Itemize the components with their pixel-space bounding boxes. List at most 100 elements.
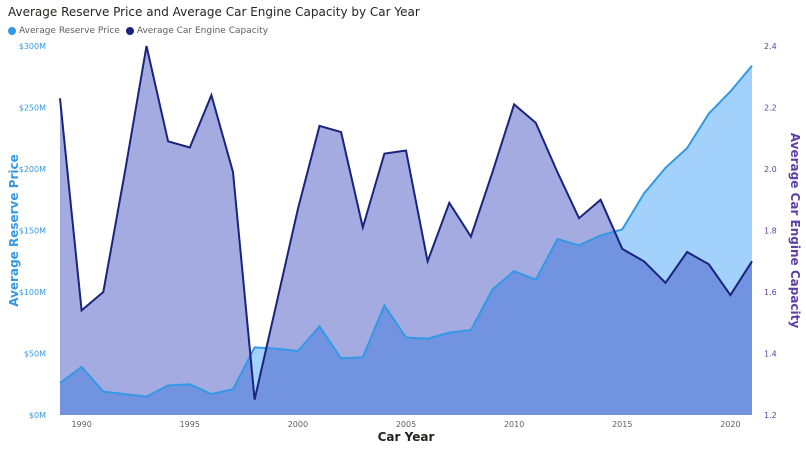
y2-tick-label: 2.2 [764, 104, 777, 113]
x-tick-label: 2000 [288, 420, 308, 429]
data-point-engine-capacity [101, 290, 105, 294]
y2-tick-label: 1.6 [764, 288, 777, 297]
data-point-reserve-price [685, 146, 689, 150]
series-area-engine-capacity [60, 46, 752, 415]
data-point-engine-capacity [404, 149, 408, 153]
data-point-reserve-price [231, 387, 235, 391]
data-point-reserve-price [555, 237, 559, 241]
x-tick-label: 2020 [720, 420, 740, 429]
data-point-engine-capacity [58, 96, 62, 100]
y-axis-title: Average Reserve Price [7, 154, 21, 307]
data-point-reserve-price [188, 382, 192, 386]
x-tick-label: 2005 [396, 420, 416, 429]
x-axis-title: Car Year [378, 430, 435, 444]
x-tick-label: 2010 [504, 420, 524, 429]
data-point-engine-capacity [339, 130, 343, 134]
legend: Average Reserve Price Average Car Engine… [8, 26, 274, 36]
data-point-reserve-price [577, 243, 581, 247]
data-point-engine-capacity [382, 152, 386, 156]
data-point-engine-capacity [253, 398, 257, 402]
data-point-reserve-price [642, 192, 646, 196]
x-tick-label: 2015 [612, 420, 632, 429]
data-point-engine-capacity [274, 302, 278, 306]
data-point-engine-capacity [685, 250, 689, 254]
data-point-reserve-price [447, 331, 451, 335]
data-point-reserve-price [469, 328, 473, 332]
y2-tick-label: 1.2 [764, 411, 777, 420]
data-point-engine-capacity [577, 216, 581, 220]
y-tick-label: $0M [29, 411, 46, 420]
y-tick-label: $50M [24, 350, 46, 359]
series-line-engine-capacity [59, 45, 753, 400]
data-point-reserve-price [209, 392, 213, 396]
data-point-engine-capacity [231, 170, 235, 174]
data-point-reserve-price [382, 304, 386, 308]
data-point-engine-capacity [145, 44, 149, 48]
data-point-engine-capacity [620, 247, 624, 251]
y2-tick-label: 1.4 [764, 350, 777, 359]
data-point-reserve-price [491, 288, 495, 292]
x-tick-label: 1995 [180, 420, 200, 429]
data-point-reserve-price [599, 233, 603, 237]
data-point-reserve-price [274, 347, 278, 351]
legend-dot-engine-capacity [125, 27, 134, 35]
legend-item-engine-capacity[interactable]: Average Car Engine Capacity [125, 26, 269, 36]
chart-title: Average Reserve Price and Average Car En… [8, 5, 420, 19]
data-point-engine-capacity [209, 93, 213, 97]
series-area-reserve-price [60, 65, 752, 415]
data-point-reserve-price [728, 90, 732, 94]
y-tick-label: $100M [19, 288, 46, 297]
data-point-engine-capacity [750, 259, 754, 263]
y-tick-label: $150M [19, 227, 46, 236]
data-point-engine-capacity [188, 145, 192, 149]
data-point-reserve-price [145, 395, 149, 399]
x-tick-label: 1990 [71, 420, 91, 429]
data-point-reserve-price [426, 337, 430, 341]
y-tick-label: $300M [19, 42, 46, 51]
series-line-reserve-price [59, 65, 753, 398]
data-point-engine-capacity [642, 259, 646, 263]
y-tick-label: $250M [19, 104, 46, 113]
data-point-engine-capacity [664, 281, 668, 285]
data-point-reserve-price [166, 383, 170, 387]
data-point-reserve-price [318, 324, 322, 328]
data-point-engine-capacity [512, 102, 516, 106]
data-point-engine-capacity [534, 121, 538, 125]
data-point-reserve-price [404, 336, 408, 340]
data-point-engine-capacity [318, 124, 322, 128]
data-point-reserve-price [534, 278, 538, 282]
legend-label-reserve-price: Average Reserve Price [19, 26, 120, 36]
y2-tick-label: 1.8 [764, 227, 777, 236]
data-point-reserve-price [512, 269, 516, 273]
data-point-engine-capacity [296, 207, 300, 211]
data-point-reserve-price [101, 390, 105, 394]
legend-dot-reserve-price [8, 27, 16, 35]
data-point-reserve-price [750, 64, 754, 68]
y2-tick-label: 2.0 [764, 165, 777, 174]
data-point-reserve-price [707, 112, 711, 116]
data-point-reserve-price [123, 392, 127, 396]
legend-label-engine-capacity: Average Car Engine Capacity [136, 26, 269, 36]
data-point-reserve-price [58, 381, 62, 385]
data-point-engine-capacity [447, 201, 451, 205]
data-point-reserve-price [620, 227, 624, 231]
data-point-reserve-price [80, 365, 84, 369]
legend-item-reserve-price[interactable]: Average Reserve Price [8, 26, 120, 36]
data-point-engine-capacity [599, 198, 603, 202]
data-point-engine-capacity [361, 225, 365, 229]
data-point-reserve-price [296, 349, 300, 353]
data-point-engine-capacity [166, 139, 170, 143]
y2-tick-label: 2.4 [764, 42, 777, 51]
data-point-engine-capacity [491, 170, 495, 174]
data-point-engine-capacity [80, 308, 84, 312]
data-point-engine-capacity [426, 259, 430, 263]
data-point-engine-capacity [469, 235, 473, 239]
data-point-reserve-price [339, 356, 343, 360]
y-tick-label: $200M [19, 165, 46, 174]
data-point-engine-capacity [707, 262, 711, 266]
data-point-engine-capacity [728, 293, 732, 297]
data-point-engine-capacity [555, 170, 559, 174]
data-point-reserve-price [253, 345, 257, 349]
data-point-reserve-price [361, 355, 365, 359]
